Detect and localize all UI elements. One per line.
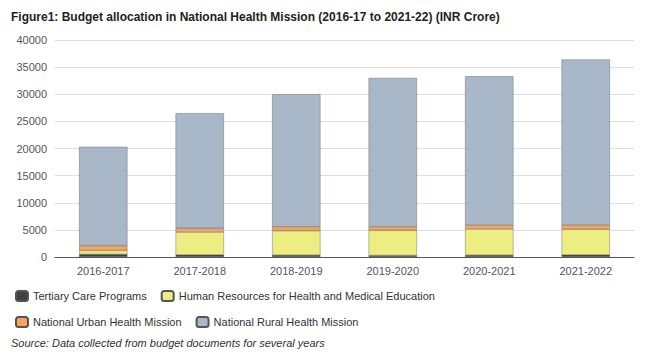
svg-text:National Rural Health Mission: National Rural Health Mission — [214, 316, 359, 328]
svg-text:5000: 5000 — [23, 224, 47, 236]
svg-text:Human Resources for Health and: Human Resources for Health and Medical E… — [179, 290, 435, 302]
svg-text:20000: 20000 — [16, 143, 47, 155]
svg-text:0: 0 — [41, 251, 47, 263]
svg-text:2020-2021: 2020-2021 — [463, 265, 516, 277]
svg-text:30000: 30000 — [16, 88, 47, 100]
svg-text:15000: 15000 — [16, 170, 47, 182]
svg-text:2019-2020: 2019-2020 — [366, 265, 419, 277]
svg-text:2018-2019: 2018-2019 — [270, 265, 323, 277]
svg-text:10000: 10000 — [16, 197, 47, 209]
svg-text:40000: 40000 — [16, 34, 47, 46]
svg-text:Figure1: Budget allocation in: Figure1: Budget allocation in National H… — [11, 10, 500, 24]
svg-text:Source: Data collected from bu: Source: Data collected from budget docum… — [11, 337, 325, 349]
svg-text:2017-2018: 2017-2018 — [173, 265, 226, 277]
svg-text:National Urban Health Mission: National Urban Health Mission — [33, 316, 182, 328]
svg-text:Tertiary Care Programs: Tertiary Care Programs — [33, 290, 147, 302]
svg-text:2021-2022: 2021-2022 — [559, 265, 612, 277]
svg-text:35000: 35000 — [16, 61, 47, 73]
svg-text:25000: 25000 — [16, 115, 47, 127]
svg-text:2016-2017: 2016-2017 — [77, 265, 130, 277]
